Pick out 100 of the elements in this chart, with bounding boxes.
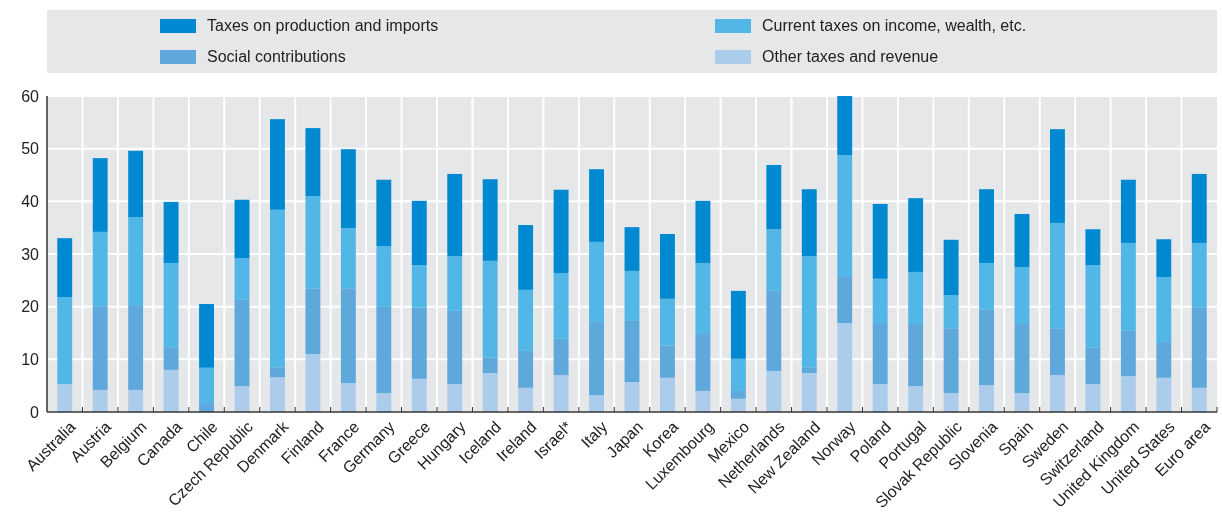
y-tick-label: 50 <box>21 140 40 158</box>
bar <box>199 367 214 404</box>
legend-label: Taxes on production and imports <box>207 17 439 34</box>
bar <box>1191 242 1207 308</box>
bar <box>447 256 463 311</box>
bar <box>695 200 711 263</box>
bar <box>340 288 356 384</box>
bar <box>695 390 711 412</box>
bar <box>1085 265 1101 348</box>
bar <box>624 381 640 412</box>
bar <box>943 328 959 394</box>
bar <box>1050 222 1065 329</box>
y-tick-label: 30 <box>21 245 40 263</box>
legend-label: Current taxes on income, wealth, etc. <box>762 17 1027 34</box>
bar <box>1014 324 1030 394</box>
bar <box>553 272 569 339</box>
bar <box>163 369 179 412</box>
bar <box>1156 377 1172 412</box>
bar <box>1085 384 1101 412</box>
bar <box>270 377 285 412</box>
bar <box>1050 129 1065 223</box>
bar <box>1191 387 1207 412</box>
bar <box>1156 277 1172 342</box>
bar <box>1120 330 1136 377</box>
bar <box>1050 375 1065 412</box>
bar <box>837 276 853 323</box>
bar <box>660 298 675 346</box>
bar <box>305 288 321 355</box>
bar <box>589 169 604 242</box>
bar <box>128 305 144 390</box>
bar <box>92 158 108 232</box>
bar <box>376 246 392 307</box>
bar <box>447 310 463 385</box>
bar <box>624 320 640 382</box>
bar <box>163 262 179 348</box>
bar <box>695 334 711 391</box>
bar <box>553 375 569 412</box>
bar <box>979 385 994 412</box>
bar <box>57 238 73 298</box>
bar <box>1120 179 1136 243</box>
bar <box>411 200 427 266</box>
y-tick-label: 60 <box>21 87 40 105</box>
bar <box>660 233 675 299</box>
bar <box>660 345 675 378</box>
bar <box>57 384 73 412</box>
bar <box>589 241 604 322</box>
bar <box>234 258 250 300</box>
bar <box>518 289 534 351</box>
bar <box>837 154 853 277</box>
bar <box>695 262 711 335</box>
bar <box>1191 307 1207 388</box>
bar <box>376 306 392 394</box>
bar <box>482 357 498 374</box>
bar <box>553 338 569 376</box>
bar <box>270 367 285 378</box>
bar <box>340 383 356 412</box>
bar <box>128 389 144 412</box>
bar <box>908 324 924 387</box>
bar <box>482 260 498 358</box>
bar <box>979 189 994 263</box>
bar <box>801 373 817 412</box>
bar <box>979 262 994 310</box>
bar <box>199 304 214 368</box>
bar <box>376 179 392 247</box>
bar <box>128 150 144 218</box>
y-tick-label: 40 <box>21 192 40 210</box>
bar <box>589 395 604 412</box>
bar <box>1085 347 1101 385</box>
bar <box>801 256 817 368</box>
bar <box>837 96 853 155</box>
bar <box>199 403 214 412</box>
bar <box>766 290 782 371</box>
bar <box>943 239 959 296</box>
bar <box>92 231 108 307</box>
bar <box>1014 213 1030 268</box>
y-tick-label: 0 <box>30 403 40 421</box>
legend-label: Social contributions <box>207 48 346 65</box>
bar <box>447 173 463 257</box>
bar <box>730 290 746 359</box>
bar <box>518 350 534 388</box>
bar <box>801 189 817 257</box>
bar <box>92 389 108 412</box>
bar <box>518 225 534 290</box>
bar <box>376 393 392 412</box>
bar <box>92 306 108 390</box>
bar <box>730 358 746 391</box>
bar <box>766 164 782 230</box>
bar <box>1050 328 1065 376</box>
bar <box>943 295 959 329</box>
bar <box>766 229 782 291</box>
bar <box>482 373 498 412</box>
bar <box>908 198 924 272</box>
bar <box>730 390 746 399</box>
bar <box>837 322 853 412</box>
bar <box>234 299 250 387</box>
bar <box>234 199 250 259</box>
bar <box>872 278 888 325</box>
bar <box>411 378 427 412</box>
bar <box>908 271 924 325</box>
bar <box>979 309 994 386</box>
